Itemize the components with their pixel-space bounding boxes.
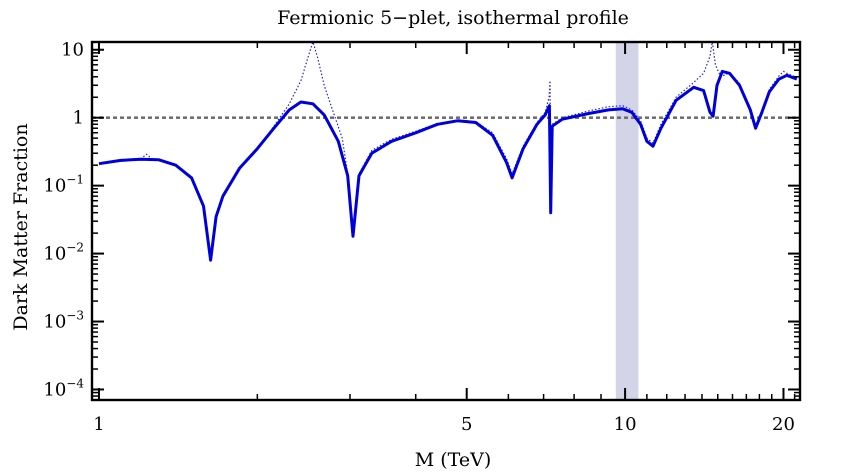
series-line-solid <box>98 69 798 262</box>
plot-frame <box>90 40 802 402</box>
y-axis-label: Dark Matter Fraction <box>10 123 32 330</box>
y-tick-label: 10−4 <box>43 376 84 400</box>
chart-title: Fermionic 5−plet, isothermal profile <box>277 7 629 29</box>
y-tick-label: 10−3 <box>43 309 84 333</box>
x-tick-label: 10 <box>614 414 637 435</box>
y-tick-label: 1 <box>73 108 84 129</box>
series-line-dotted <box>98 41 798 261</box>
y-tick-label: 10−1 <box>43 173 84 197</box>
x-tick-label: 20 <box>772 414 795 435</box>
highlight-band <box>615 42 639 400</box>
y-tick-label: 10 <box>61 40 84 61</box>
ticks-layer: 1 5 10 20 10 1 10−1 10−2 10−3 10−4 <box>43 40 800 435</box>
x-tick-label: 1 <box>93 414 104 435</box>
x-axis-label: M (TeV) <box>415 449 491 471</box>
y-tick-label: 10−2 <box>43 241 84 265</box>
x-tick-label: 5 <box>461 414 472 435</box>
series-layer <box>98 41 798 262</box>
